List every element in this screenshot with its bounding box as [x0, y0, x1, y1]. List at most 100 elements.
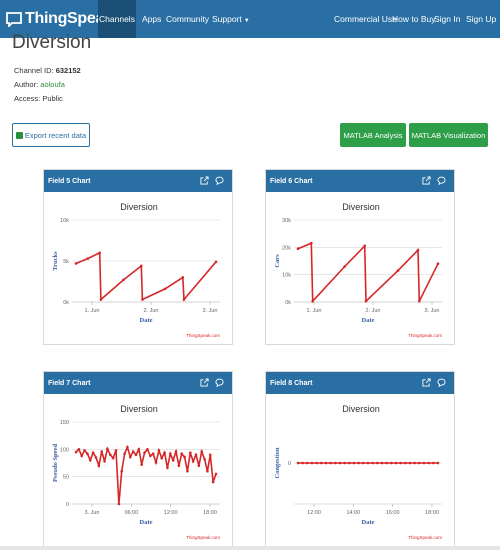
- external-link-icon[interactable]: [422, 176, 431, 185]
- data-point: [134, 453, 138, 457]
- credit-label: ThingSpeak.com: [408, 535, 442, 540]
- y-tick-label: 10k: [60, 218, 69, 224]
- matlab-visualization-button[interactable]: MATLAB Visualization: [409, 123, 488, 147]
- x-tick-label: 12:00: [164, 510, 178, 516]
- data-point: [203, 457, 206, 461]
- y-axis-label: Cars: [274, 254, 281, 268]
- nav-support[interactable]: Support ▼: [212, 0, 250, 38]
- data-point: [103, 460, 106, 463]
- comment-icon[interactable]: [437, 176, 446, 185]
- data-point: [348, 461, 351, 465]
- data-point: [334, 461, 337, 465]
- data-point: [191, 460, 195, 463]
- y-tick-label: 0k: [63, 300, 69, 306]
- y-axis-label: Trucks: [52, 251, 59, 271]
- matlab-analysis-button[interactable]: MATLAB Analysis: [340, 123, 406, 147]
- author-link[interactable]: aoloufa: [40, 80, 65, 89]
- panel-title: Field 5 Chart: [48, 177, 91, 185]
- y-tick-label: 0k: [285, 300, 291, 306]
- external-link-icon[interactable]: [422, 378, 431, 387]
- nav-channels[interactable]: Channels: [98, 0, 136, 38]
- y-tick-label: 0: [66, 502, 69, 508]
- data-point: [80, 454, 84, 458]
- data-point: [137, 448, 141, 451]
- channel-id-label: Channel ID:: [14, 66, 54, 75]
- data-point: [416, 248, 420, 252]
- data-point: [390, 461, 393, 465]
- data-point: [427, 461, 430, 465]
- data-point: [91, 451, 95, 454]
- data-point: [404, 461, 407, 465]
- x-tick-label: 06:00: [124, 510, 138, 516]
- nav-community[interactable]: Community: [166, 14, 209, 24]
- data-point: [98, 251, 102, 255]
- panel-actions: [422, 378, 446, 387]
- data-point: [208, 453, 212, 457]
- data-point: [214, 260, 218, 264]
- data-point: [108, 453, 112, 457]
- y-axis-label: Congestion: [274, 447, 281, 478]
- x-tick-label: 1. Jun: [85, 308, 100, 314]
- data-point: [413, 461, 416, 465]
- data-point: [94, 456, 98, 459]
- comment-icon[interactable]: [215, 176, 224, 185]
- data-point: [139, 264, 143, 268]
- credit-label: ThingSpeak.com: [186, 333, 220, 338]
- external-link-icon[interactable]: [200, 176, 209, 185]
- export-button-label: Export recent data: [24, 130, 87, 140]
- x-tick-label: 2. Jun: [144, 308, 159, 314]
- external-link-icon[interactable]: [200, 378, 209, 387]
- data-point: [143, 451, 146, 454]
- data-point: [200, 450, 204, 453]
- data-point: [422, 461, 426, 465]
- page-title: Diversion: [12, 32, 92, 53]
- data-point: [111, 456, 115, 460]
- author-label: Author:: [14, 80, 39, 89]
- chart-panel-field7: Field 7 Chart Diversion 0 50 100 150 Pseudo S…: [43, 371, 233, 547]
- data-point: [311, 299, 314, 303]
- panel-body: Diversion 0 Congestion 12:00 14:00 16:00 18:00…: [266, 394, 454, 546]
- data-point: [77, 448, 81, 451]
- series-line: [75, 444, 217, 505]
- nav-how-to-buy[interactable]: How to Buy: [392, 14, 436, 24]
- nav-sign-in[interactable]: Sign In: [434, 14, 461, 24]
- panel-actions: [200, 378, 224, 387]
- x-tick-label: 3. Jun: [203, 308, 218, 314]
- data-point: [177, 464, 181, 468]
- y-tick-label: 50: [63, 475, 69, 481]
- data-point: [320, 461, 323, 465]
- data-point: [380, 461, 384, 465]
- panel-header: Field 8 Chart: [266, 372, 454, 394]
- comment-icon[interactable]: [215, 378, 224, 387]
- data-point: [122, 278, 125, 282]
- panel-actions: [422, 176, 446, 185]
- data-point: [399, 461, 402, 465]
- nav-sign-up[interactable]: Sign Up: [466, 14, 497, 24]
- y-tick-label: 5k: [63, 259, 69, 265]
- chart-panel-field8: Field 8 Chart Diversion 0 Congestion 12:00 1…: [265, 371, 455, 547]
- x-axis-label: Date: [362, 317, 375, 324]
- comment-icon[interactable]: [437, 378, 446, 387]
- data-point: [141, 298, 144, 301]
- data-point: [436, 262, 440, 266]
- channel-author: Author: aoloufa: [14, 80, 65, 89]
- panel-body: Diversion 0 50 100 150 Pseudo Speed 3. Jun 06:0…: [44, 394, 232, 546]
- export-recent-data-button[interactable]: Export recent data: [12, 123, 90, 147]
- caret-down-icon: ▼: [243, 18, 250, 24]
- data-point: [306, 461, 309, 465]
- data-point: [180, 452, 184, 456]
- nav-apps[interactable]: Apps: [142, 14, 162, 24]
- panel-actions: [200, 176, 224, 185]
- credit-label: ThingSpeak.com: [186, 535, 220, 540]
- data-point: [114, 449, 118, 452]
- chat-bubble-icon: [6, 11, 22, 27]
- data-point: [296, 247, 300, 250]
- data-point: [324, 461, 328, 465]
- nav-commercial-use[interactable]: Commercial Use: [334, 14, 397, 24]
- chart-title: Diversion: [120, 202, 158, 212]
- data-point: [154, 461, 158, 464]
- data-point: [163, 451, 166, 454]
- channel-id-value: 632152: [55, 66, 81, 75]
- x-tick-label: 12:00: [307, 510, 321, 516]
- x-tick-label: 1. Jun: [307, 308, 322, 314]
